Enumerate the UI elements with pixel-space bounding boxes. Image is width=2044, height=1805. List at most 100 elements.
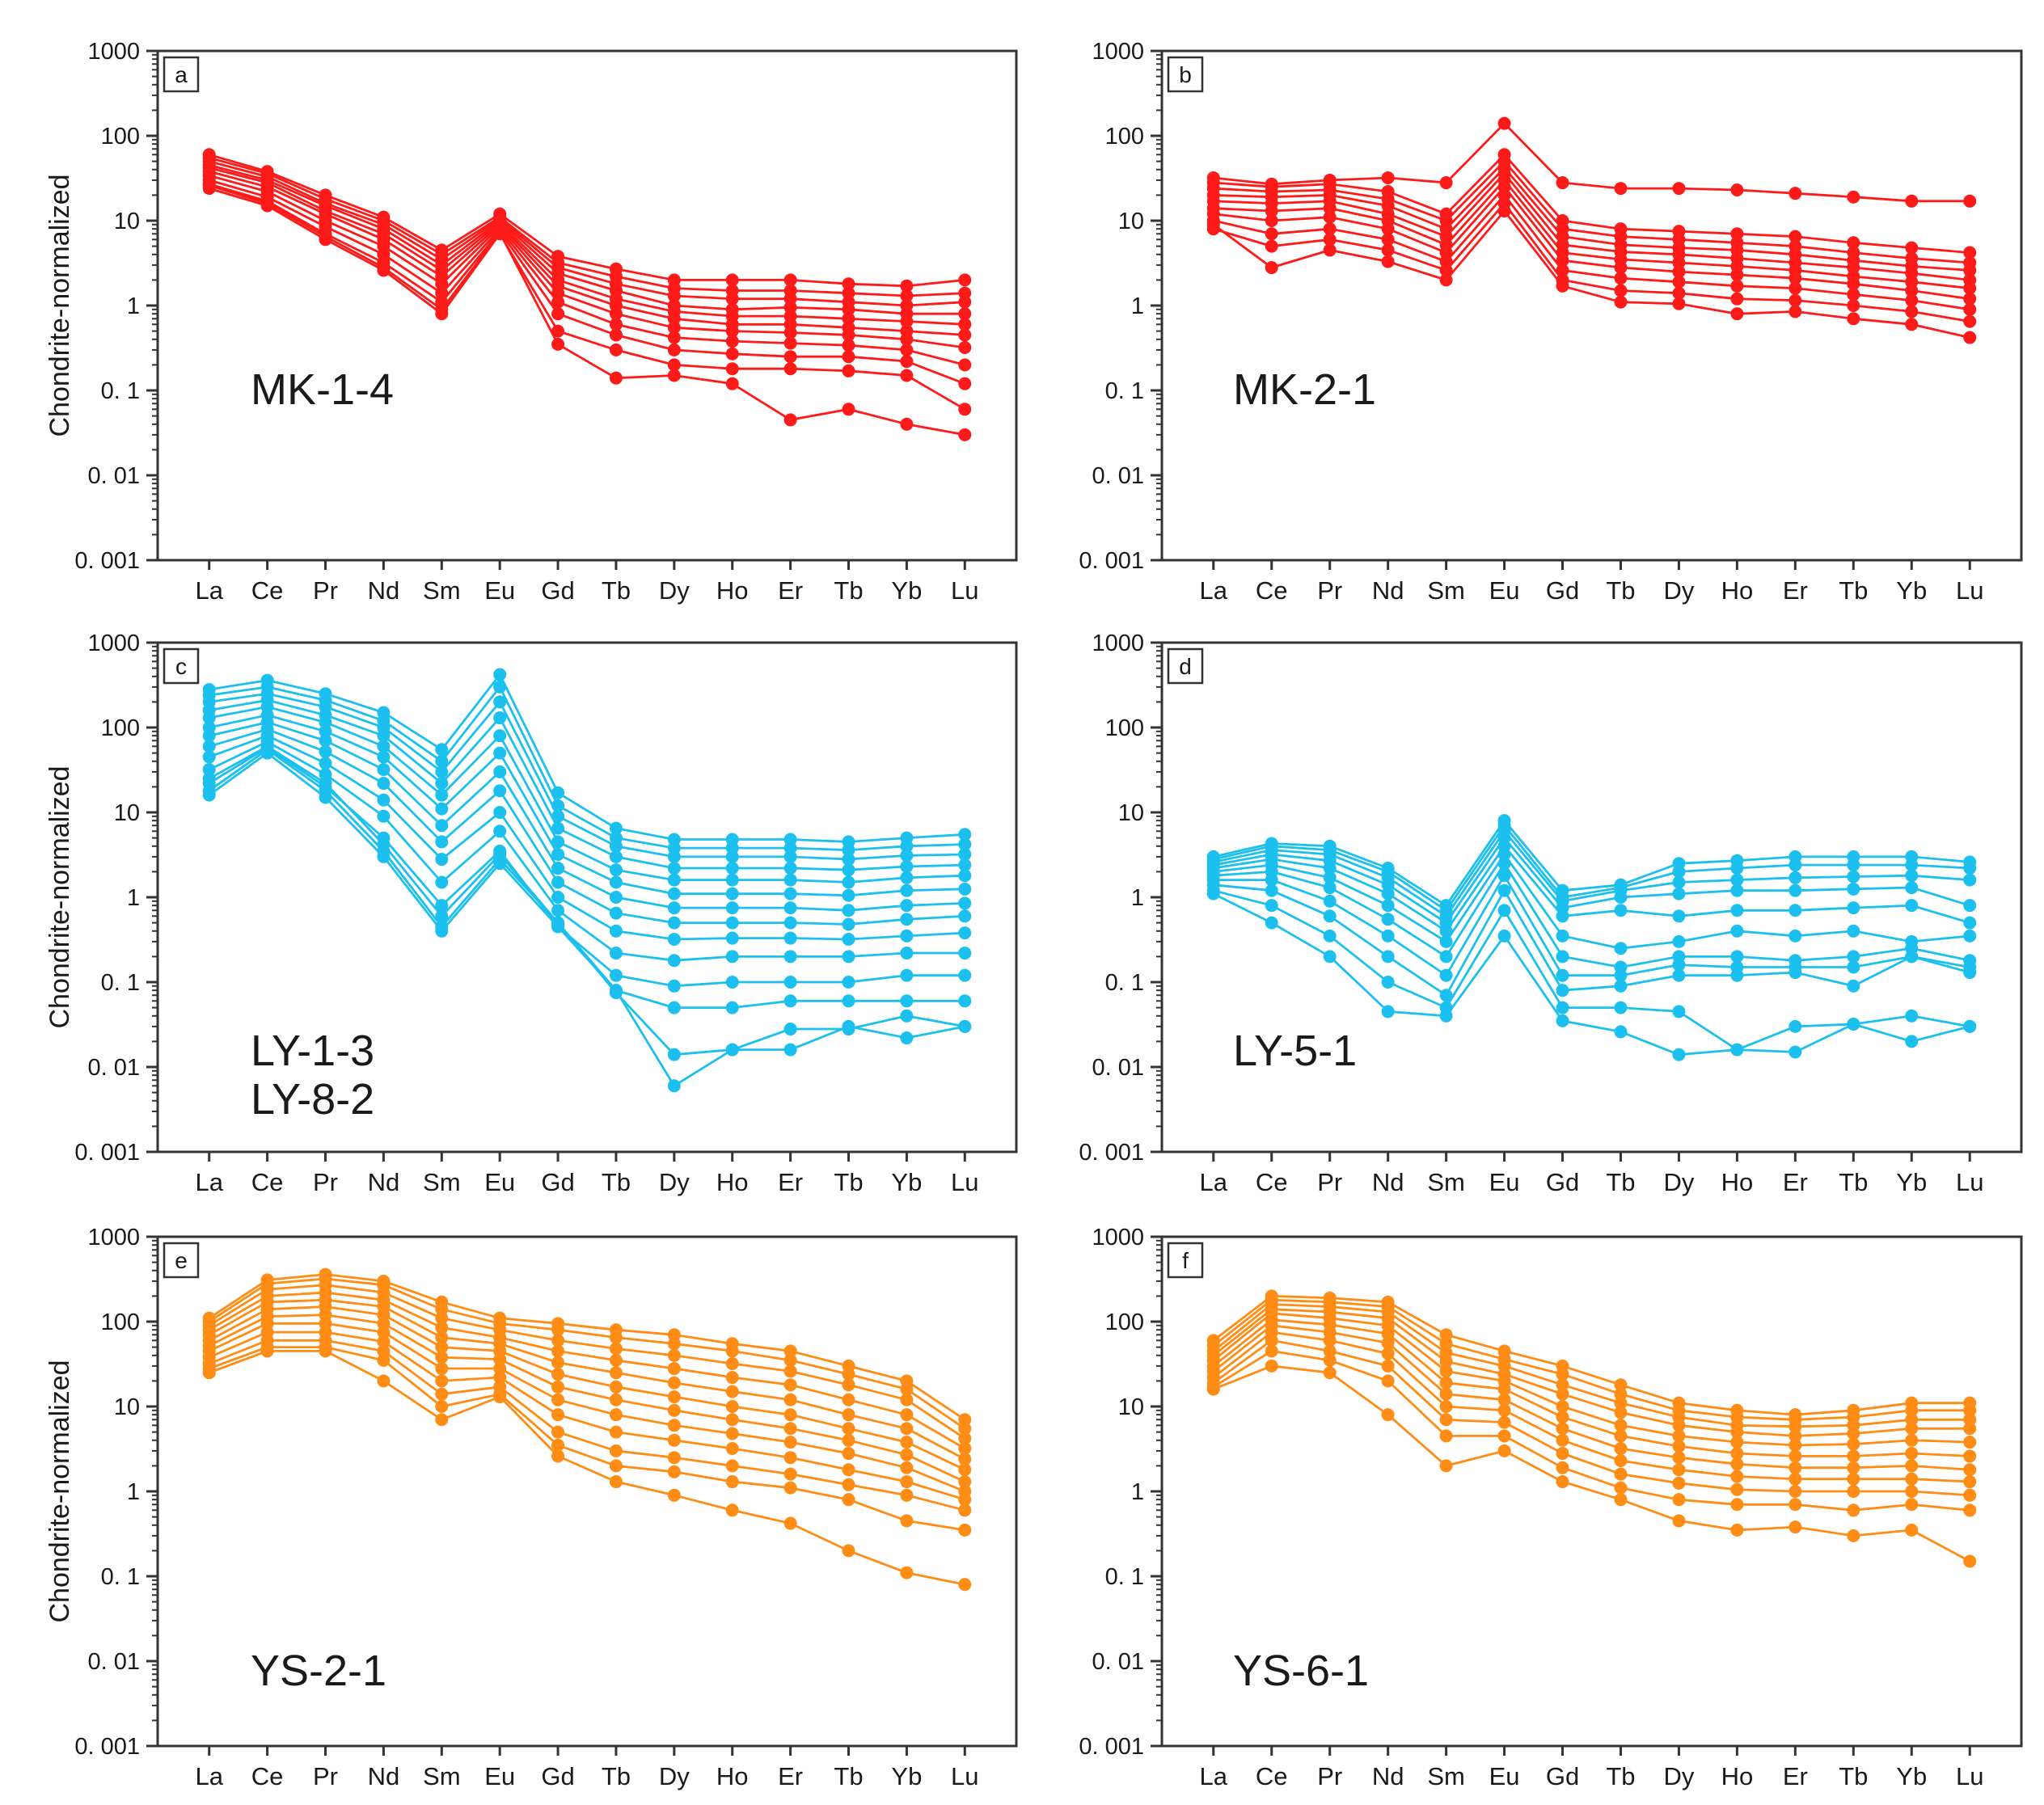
data-point: [435, 1374, 449, 1388]
data-point: [493, 824, 507, 838]
data-point: [551, 1334, 565, 1347]
series-line: [209, 692, 965, 861]
data-point: [202, 711, 216, 725]
y-tick-label: 10: [1118, 209, 1144, 234]
data-point: [1730, 227, 1744, 241]
data-point: [1963, 916, 1977, 930]
y-tick-label: 1000: [1092, 1225, 1144, 1250]
data-point: [1905, 1433, 1919, 1447]
data-point: [667, 916, 681, 930]
data-point: [377, 793, 391, 807]
data-point: [1497, 1415, 1511, 1429]
data-point: [958, 328, 972, 342]
panel-letter: f: [1182, 1248, 1189, 1273]
data-point: [842, 1544, 855, 1558]
data-point: [1730, 873, 1744, 887]
x-tick-label: Pr: [1317, 1762, 1342, 1790]
panel-letter-box: [1167, 1242, 1204, 1279]
chart-panel-f: 1000 100 10 1 0. 1 0. 01 0. 001 La Ce Pr Nd Sm Eu Gd T…: [1079, 1225, 2023, 1790]
series-line: [209, 1305, 965, 1471]
data-point: [900, 355, 914, 369]
data-point: [958, 377, 972, 390]
data-point: [377, 837, 391, 851]
data-point: [493, 847, 507, 861]
data-point: [783, 1344, 797, 1358]
data-point: [1381, 1326, 1395, 1340]
data-series: [1206, 205, 1977, 344]
data-series: [202, 1308, 972, 1489]
data-point: [319, 1344, 332, 1358]
data-point: [319, 724, 332, 738]
data-point: [1439, 1364, 1453, 1378]
data-point: [900, 343, 914, 356]
chart-panel-b: 1000 100 10 1 0. 1 0. 01 0. 001 La Ce Pr Nd Sm Eu Gd T…: [1079, 39, 2023, 605]
data-point: [1730, 268, 1744, 282]
data-point: [1730, 183, 1744, 197]
data-point: [667, 331, 681, 344]
data-point: [493, 1390, 507, 1404]
y-tick-label: 0. 01: [88, 463, 141, 489]
data-point: [958, 968, 972, 982]
data-point: [958, 1503, 972, 1517]
series-line: [209, 153, 965, 288]
data-point: [900, 1514, 914, 1528]
series-line: [209, 183, 965, 386]
data-point: [1847, 1427, 1860, 1440]
data-point: [900, 1393, 914, 1406]
data-point: [725, 1043, 739, 1056]
data-point: [1439, 264, 1453, 277]
data-point: [667, 289, 681, 303]
data-series: [202, 1278, 972, 1445]
data-point: [783, 1422, 797, 1436]
data-point: [551, 809, 565, 823]
data-point: [1614, 1387, 1628, 1401]
data-point: [1614, 968, 1628, 982]
data-point: [1963, 966, 1977, 980]
data-point: [551, 1438, 565, 1452]
data-point: [1730, 1425, 1744, 1439]
series-line: [1213, 193, 1970, 311]
series-line: [1213, 837, 1970, 924]
data-point: [842, 312, 855, 326]
data-point: [842, 339, 855, 352]
data-point: [1788, 187, 1802, 200]
data-point: [377, 261, 391, 275]
data-point: [1672, 1429, 1686, 1443]
data-point: [551, 1425, 565, 1439]
data-point: [725, 976, 739, 989]
x-tick-label: Ce: [251, 1762, 284, 1790]
data-point: [958, 882, 972, 896]
y-tick-label: 0. 001: [1079, 1140, 1144, 1166]
data-point: [1556, 968, 1569, 982]
data-point: [1788, 1429, 1802, 1443]
plot-frame: [1160, 641, 2023, 1153]
x-tick-label: Eu: [484, 1168, 515, 1196]
data-point: [842, 1433, 855, 1447]
x-tick-label: Pr: [313, 1168, 338, 1196]
chart-panel-d: 1000 100 10 1 0. 1 0. 01 0. 001 La Ce Pr Nd Sm Eu Gd T…: [1079, 630, 2023, 1196]
data-point: [1672, 182, 1686, 196]
data-point: [783, 1364, 797, 1378]
data-point: [435, 1362, 449, 1376]
data-point: [958, 896, 972, 910]
data-point: [435, 1311, 449, 1325]
data-point: [900, 947, 914, 960]
data-point: [1672, 265, 1686, 279]
data-point: [1847, 901, 1860, 915]
x-tick-label: Nd: [368, 1762, 400, 1790]
x-tick-label: Yb: [891, 1168, 922, 1196]
data-point: [319, 230, 332, 243]
data-point: [725, 1356, 739, 1370]
data-point: [1730, 904, 1744, 917]
data-point: [609, 863, 623, 877]
data-point: [1323, 1344, 1337, 1358]
data-point: [1672, 1463, 1686, 1477]
data-point: [900, 369, 914, 382]
data-series: [202, 151, 972, 303]
panel-letter-box: [163, 647, 200, 685]
data-point: [551, 1323, 565, 1337]
data-point: [842, 286, 855, 300]
x-tick-label: Gd: [1546, 1762, 1579, 1790]
data-point: [1963, 1463, 1977, 1477]
x-tick-label: Er: [778, 1762, 803, 1790]
